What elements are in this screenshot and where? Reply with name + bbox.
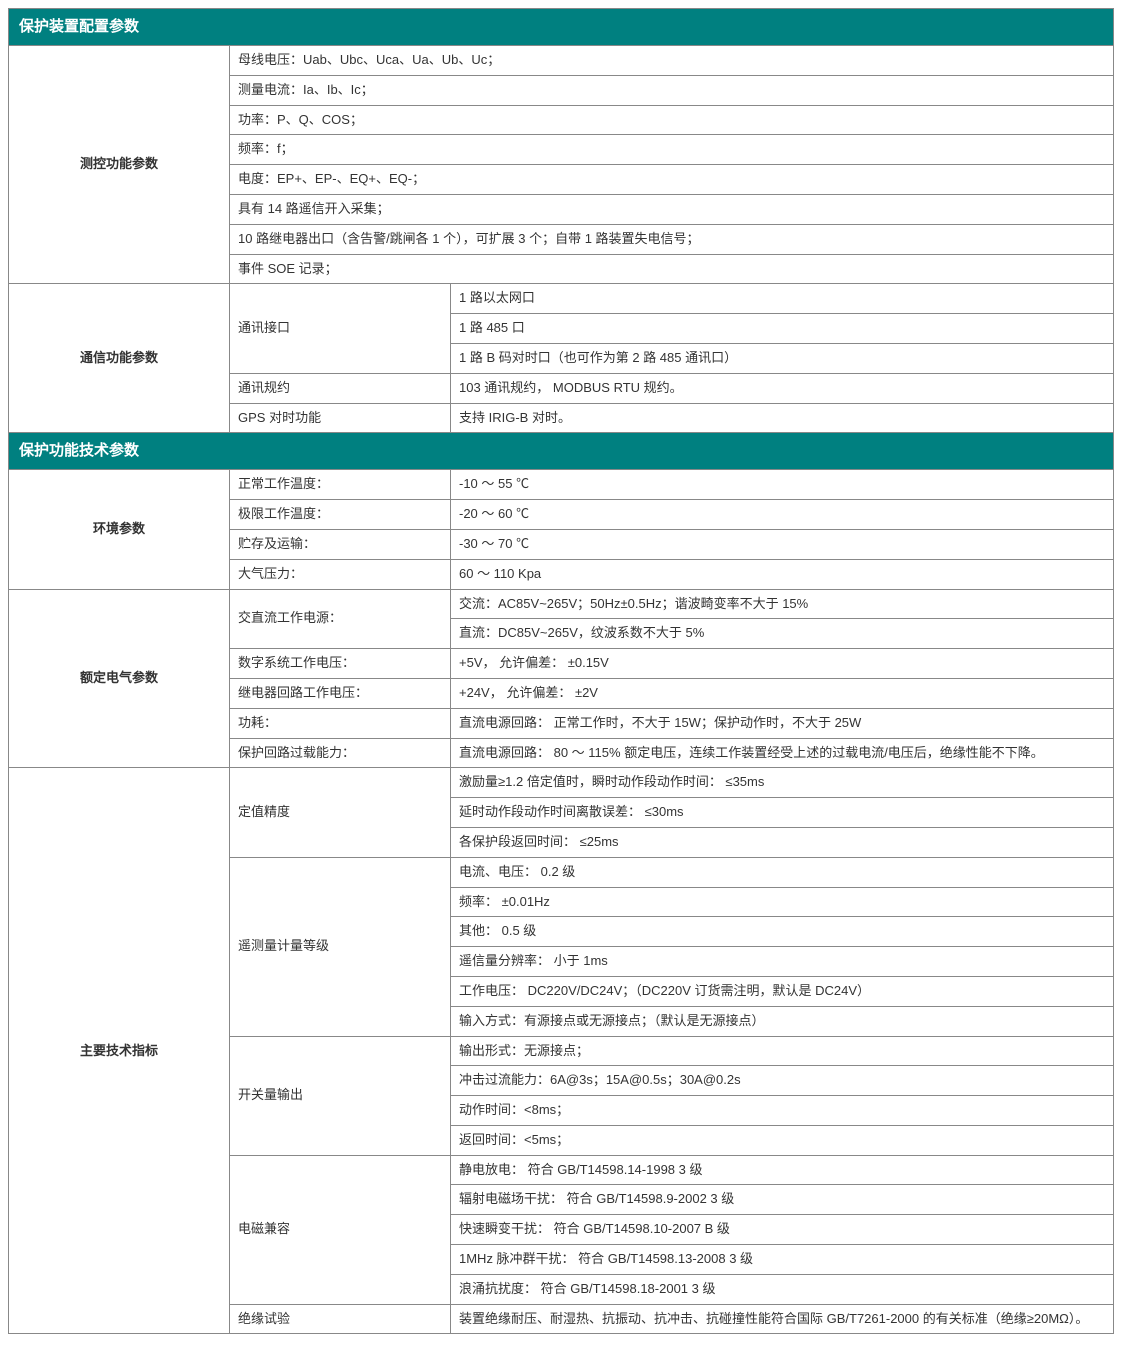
switchout-label: 开关量输出 <box>230 1036 451 1155</box>
precision-val: 延时动作段动作时间离散误差： ≤30ms <box>451 798 1114 828</box>
env-val: -10 ～ 55 ℃ <box>451 470 1114 500</box>
precision-label: 定值精度 <box>230 768 451 857</box>
measurement-row: 事件 SOE 记录； <box>230 254 1114 284</box>
env-val: 60 ～ 110 Kpa <box>451 559 1114 589</box>
measurement-row: 具有 14 路遥信开入采集； <box>230 194 1114 224</box>
elec-acdc-val: 直流：DC85V~265V，纹波系数不大于 5% <box>451 619 1114 649</box>
comm-gps-label: GPS 对时功能 <box>230 403 451 433</box>
elec-key: 继电器回路工作电压： <box>230 678 451 708</box>
measurement-label: 测控功能参数 <box>9 46 230 284</box>
section1-header: 保护装置配置参数 <box>9 9 1114 46</box>
telemetry-val: 遥信量分辨率： 小于 1ms <box>451 947 1114 977</box>
telemetry-val: 其他： 0.5 级 <box>451 917 1114 947</box>
comm-gps-val: 支持 IRIG-B 对时。 <box>451 403 1114 433</box>
measurement-row: 测量电流：Ia、Ib、Ic； <box>230 75 1114 105</box>
comm-proto-label: 通讯规约 <box>230 373 451 403</box>
comm-iface-val: 1 路以太网口 <box>451 284 1114 314</box>
elec-key: 功耗： <box>230 708 451 738</box>
measurement-row: 频率：f； <box>230 135 1114 165</box>
emc-val: 快速瞬变干扰： 符合 GB/T14598.10-2007 B 级 <box>451 1215 1114 1245</box>
spec-table: 保护装置配置参数 测控功能参数 母线电压：Uab、Ubc、Uca、Ua、Ub、U… <box>8 8 1114 1334</box>
telemetry-val: 工作电压： DC220V/DC24V；（DC220V 订货需注明，默认是 DC2… <box>451 976 1114 1006</box>
elec-val: +24V， 允许偏差： ±2V <box>451 678 1114 708</box>
env-key: 大气压力： <box>230 559 451 589</box>
tech-label: 主要技术指标 <box>9 768 230 1334</box>
switchout-val: 返回时间：<5ms； <box>451 1125 1114 1155</box>
elec-val: +5V， 允许偏差： ±0.15V <box>451 649 1114 679</box>
section2-header: 保护功能技术参数 <box>9 433 1114 470</box>
elec-val: 直流电源回路： 正常工作时，不大于 15W；保护动作时，不大于 25W <box>451 708 1114 738</box>
elec-label: 额定电气参数 <box>9 589 230 768</box>
env-key: 正常工作温度： <box>230 470 451 500</box>
precision-val: 激励量≥1.2 倍定值时，瞬时动作段动作时间： ≤35ms <box>451 768 1114 798</box>
comm-iface-val: 1 路 485 口 <box>451 314 1114 344</box>
telemetry-val: 频率： ±0.01Hz <box>451 887 1114 917</box>
measurement-row: 母线电压：Uab、Ubc、Uca、Ua、Ub、Uc； <box>230 46 1114 76</box>
switchout-val: 输出形式：无源接点； <box>451 1036 1114 1066</box>
switchout-val: 冲击过流能力：6A@3s；15A@0.5s；30A@0.2s <box>451 1066 1114 1096</box>
measurement-row: 电度：EP+、EP-、EQ+、EQ-； <box>230 165 1114 195</box>
comm-iface-val: 1 路 B 码对时口（也可作为第 2 路 485 通讯口） <box>451 343 1114 373</box>
measurement-row: 10 路继电器出口（含告警/跳闸各 1 个），可扩展 3 个；自带 1 路装置失… <box>230 224 1114 254</box>
elec-val: 直流电源回路： 80 ～ 115% 额定电压，连续工作装置经受上述的过载电流/电… <box>451 738 1114 768</box>
emc-val: 静电放电： 符合 GB/T14598.14-1998 3 级 <box>451 1155 1114 1185</box>
emc-label: 电磁兼容 <box>230 1155 451 1304</box>
comm-iface-label: 通讯接口 <box>230 284 451 373</box>
elec-key: 保护回路过载能力： <box>230 738 451 768</box>
telemetry-label: 遥测量计量等级 <box>230 857 451 1036</box>
env-label: 环境参数 <box>9 470 230 589</box>
env-val: -20 ～ 60 ℃ <box>451 500 1114 530</box>
precision-val: 各保护段返回时间： ≤25ms <box>451 827 1114 857</box>
emc-val: 辐射电磁场干扰： 符合 GB/T14598.9-2002 3 级 <box>451 1185 1114 1215</box>
comm-label: 通信功能参数 <box>9 284 230 433</box>
env-val: -30 ～ 70 ℃ <box>451 529 1114 559</box>
switchout-val: 动作时间：<8ms； <box>451 1096 1114 1126</box>
telemetry-val: 电流、电压： 0.2 级 <box>451 857 1114 887</box>
elec-acdc-label: 交直流工作电源： <box>230 589 451 649</box>
measurement-row: 功率：P、Q、COS； <box>230 105 1114 135</box>
comm-proto-val: 103 通讯规约， MODBUS RTU 规约。 <box>451 373 1114 403</box>
env-key: 贮存及运输： <box>230 529 451 559</box>
emc-val: 浪涌抗扰度： 符合 GB/T14598.18-2001 3 级 <box>451 1274 1114 1304</box>
elec-key: 数字系统工作电压： <box>230 649 451 679</box>
insulation-val: 装置绝缘耐压、耐湿热、抗振动、抗冲击、抗碰撞性能符合国际 GB/T7261-20… <box>451 1304 1114 1334</box>
emc-val: 1MHz 脉冲群干扰： 符合 GB/T14598.13-2008 3 级 <box>451 1245 1114 1275</box>
insulation-label: 绝缘试验 <box>230 1304 451 1334</box>
elec-acdc-val: 交流：AC85V~265V；50Hz±0.5Hz；谐波畸变率不大于 15% <box>451 589 1114 619</box>
telemetry-val: 输入方式：有源接点或无源接点；（默认是无源接点） <box>451 1006 1114 1036</box>
env-key: 极限工作温度： <box>230 500 451 530</box>
